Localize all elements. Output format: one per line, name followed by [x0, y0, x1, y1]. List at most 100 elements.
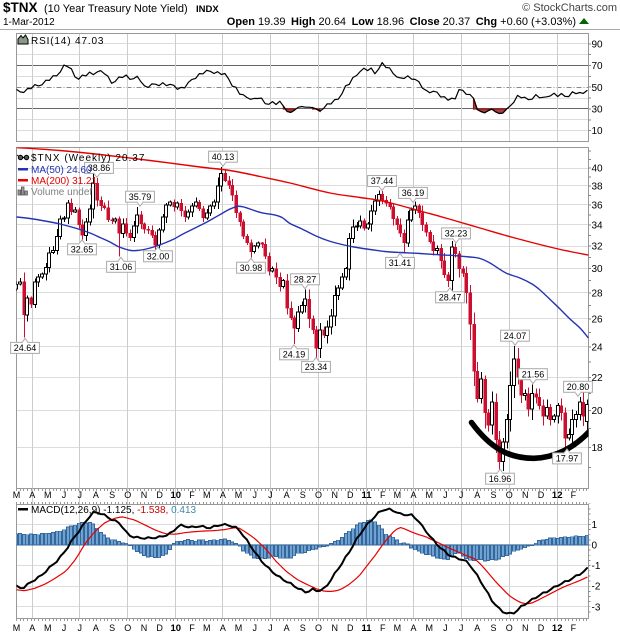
- svg-text:10: 10: [592, 126, 604, 137]
- svg-text:M: M: [235, 623, 243, 633]
- svg-text:M: M: [425, 490, 433, 500]
- svg-text:40: 40: [592, 164, 604, 175]
- svg-text:28: 28: [592, 288, 604, 299]
- svg-text:$TNX (Weekly) 20.37: $TNX (Weekly) 20.37: [31, 153, 145, 164]
- svg-text:J: J: [268, 490, 273, 500]
- svg-text:J: J: [77, 623, 82, 633]
- svg-text:20.80: 20.80: [567, 382, 590, 392]
- svg-text:50: 50: [592, 83, 604, 94]
- svg-text:F: F: [380, 623, 386, 633]
- svg-text:O: O: [315, 490, 322, 500]
- svg-text:22: 22: [592, 373, 604, 384]
- svg-text:A: A: [410, 490, 416, 500]
- svg-text:M: M: [44, 490, 52, 500]
- svg-text:1: 1: [592, 520, 598, 531]
- svg-text:F: F: [571, 490, 577, 500]
- svg-text:M: M: [13, 623, 21, 633]
- svg-text:S: S: [109, 490, 115, 500]
- svg-text:J: J: [443, 490, 448, 500]
- svg-text:J: J: [62, 623, 67, 633]
- svg-text:RSI(14) 47.03: RSI(14) 47.03: [31, 36, 104, 47]
- svg-text:J: J: [459, 490, 464, 500]
- svg-text:M: M: [203, 623, 211, 633]
- svg-text:© StockCharts.com: © StockCharts.com: [522, 2, 617, 14]
- svg-text:17.97: 17.97: [556, 454, 579, 464]
- svg-text:11: 11: [361, 623, 372, 634]
- svg-text:30.98: 30.98: [240, 263, 263, 273]
- svg-text:N: N: [331, 490, 338, 500]
- svg-text:1-Mar-2012: 1-Mar-2012: [3, 17, 55, 28]
- svg-text:38: 38: [592, 182, 604, 193]
- svg-text:D: D: [347, 490, 354, 500]
- svg-text:12: 12: [552, 623, 563, 634]
- svg-text:MA(200) 31.21: MA(200) 31.21: [31, 176, 98, 187]
- svg-text:M: M: [425, 623, 433, 633]
- svg-text:J: J: [77, 490, 82, 500]
- svg-text:A: A: [29, 490, 35, 500]
- svg-text:F: F: [380, 490, 386, 500]
- svg-text:40.13: 40.13: [212, 152, 235, 162]
- svg-text:A: A: [93, 623, 99, 633]
- svg-text:16.96: 16.96: [489, 474, 512, 484]
- svg-text:37.44: 37.44: [371, 176, 394, 186]
- svg-text:A: A: [284, 623, 290, 633]
- svg-text:28.47: 28.47: [439, 293, 462, 303]
- svg-text:F: F: [189, 623, 195, 633]
- svg-text:J: J: [459, 623, 464, 633]
- svg-text:36: 36: [592, 200, 604, 211]
- svg-text:O: O: [506, 490, 513, 500]
- svg-text:A: A: [284, 490, 290, 500]
- svg-text:10: 10: [171, 623, 182, 634]
- svg-text:24.64: 24.64: [14, 343, 37, 353]
- svg-text:N: N: [522, 623, 529, 633]
- svg-text:M: M: [44, 623, 52, 633]
- svg-text:D: D: [156, 623, 163, 633]
- svg-text:20: 20: [592, 406, 604, 417]
- svg-text:S: S: [109, 623, 115, 633]
- svg-text:32.23: 32.23: [445, 229, 468, 239]
- svg-text:S: S: [300, 490, 306, 500]
- svg-text:21.56: 21.56: [522, 369, 545, 379]
- svg-text:M: M: [235, 490, 243, 500]
- svg-text:J: J: [252, 623, 257, 633]
- svg-text:-3: -3: [592, 602, 601, 613]
- svg-text:A: A: [474, 490, 480, 500]
- svg-text:-1: -1: [592, 561, 601, 572]
- svg-text:N: N: [331, 623, 338, 633]
- svg-text:11: 11: [361, 490, 372, 501]
- svg-text:35.79: 35.79: [129, 192, 152, 202]
- svg-text:S: S: [490, 490, 496, 500]
- svg-text:Volume undef: Volume undef: [31, 187, 92, 198]
- svg-text:A: A: [29, 623, 35, 633]
- svg-text:Open 19.39 High 20.64 Low 18.9: Open 19.39 High 20.64 Low 18.96 Close 20…: [227, 16, 576, 28]
- svg-text:N: N: [522, 490, 529, 500]
- svg-text:J: J: [443, 623, 448, 633]
- svg-text:30: 30: [592, 264, 604, 275]
- svg-text:INDX: INDX: [196, 4, 219, 15]
- svg-text:F: F: [571, 623, 577, 633]
- svg-text:A: A: [474, 623, 480, 633]
- svg-text:M: M: [13, 490, 21, 500]
- svg-text:10: 10: [171, 490, 182, 501]
- svg-text:O: O: [124, 623, 131, 633]
- svg-text:S: S: [300, 623, 306, 633]
- svg-text:32.65: 32.65: [71, 245, 94, 255]
- svg-text:O: O: [124, 490, 131, 500]
- svg-text:36.19: 36.19: [402, 188, 425, 198]
- svg-text:$TNX: $TNX: [3, 0, 38, 15]
- svg-text:A: A: [220, 623, 226, 633]
- svg-text:MACD(12,26,9) -1.125, -1.538,: MACD(12,26,9) -1.125, -1.538, 0.413: [31, 505, 197, 516]
- svg-text:70: 70: [592, 61, 604, 72]
- svg-text:0: 0: [592, 541, 598, 552]
- svg-text:MA(50) 24.60: MA(50) 24.60: [31, 165, 92, 176]
- svg-text:N: N: [141, 623, 148, 633]
- svg-text:26: 26: [592, 314, 604, 325]
- svg-text:D: D: [538, 623, 545, 633]
- svg-text:32: 32: [592, 242, 604, 253]
- svg-text:30: 30: [592, 105, 604, 116]
- svg-text:O: O: [506, 623, 513, 633]
- svg-text:M: M: [203, 490, 211, 500]
- svg-text:34: 34: [592, 220, 604, 231]
- svg-text:J: J: [252, 490, 257, 500]
- svg-text:D: D: [156, 490, 163, 500]
